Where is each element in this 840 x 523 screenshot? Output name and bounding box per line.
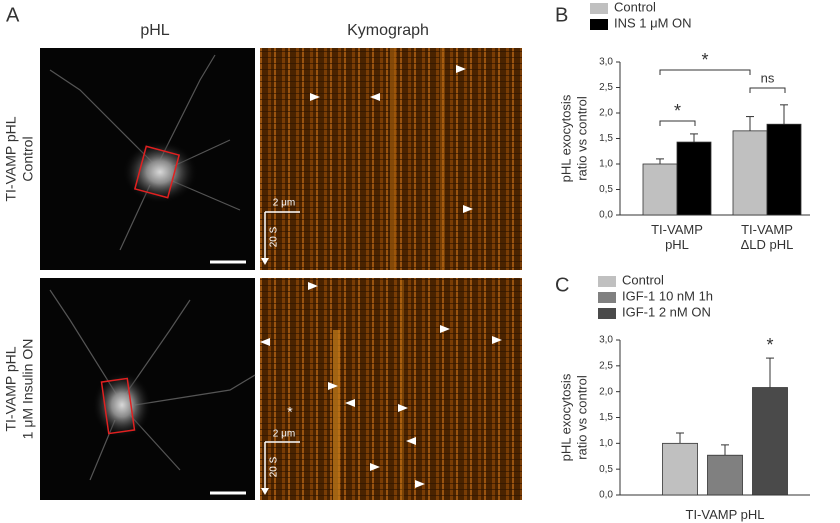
y-tick-label: 0,5 (599, 184, 613, 195)
y-axis-label: pHL exocytosis (558, 94, 573, 182)
y-tick-label: 2,5 (599, 82, 613, 93)
y-tick-label: 1,5 (599, 133, 613, 144)
legend-label: Control (614, 0, 656, 14)
x-tick-label: TI-VAMP pHL (685, 507, 765, 522)
significance-label: ns (761, 70, 775, 85)
y-tick-label: 1,0 (599, 159, 613, 170)
bar (707, 454, 743, 496)
significance-bracket (659, 120, 696, 126)
row-label: TI-VAMP pHL (3, 116, 19, 201)
legend-label: INS 1 μM ON (614, 15, 692, 30)
kymograph (260, 48, 522, 270)
row-label: 1 μM Insulin ON (20, 339, 36, 440)
panel-letter: B (555, 4, 568, 26)
y-tick-label: 3,0 (599, 57, 613, 68)
bar (752, 387, 788, 496)
y-tick-label: 0,5 (599, 464, 613, 475)
bar (642, 163, 678, 216)
scale-label: 2 μm (273, 198, 295, 209)
y-tick-label: 3,0 (599, 335, 613, 346)
y-tick-label: 2,0 (599, 108, 613, 119)
legend-label: Control (622, 272, 664, 287)
significance-bracket (659, 69, 751, 75)
significance-label: * (701, 50, 708, 70)
panel-letter: A (6, 4, 20, 26)
y-tick-label: 1,0 (599, 438, 613, 449)
bar (732, 130, 768, 216)
micrograph (40, 278, 256, 500)
row-label: Control (20, 136, 36, 181)
scale-label: 20 S (269, 456, 280, 477)
bar (676, 141, 712, 216)
column-title: pHL (140, 22, 169, 39)
y-axis-label: ratio vs control (574, 375, 589, 460)
y-tick-label: 2,5 (599, 360, 613, 371)
significance-label: * (674, 101, 681, 121)
marker: * (287, 404, 293, 420)
legend-swatch (598, 276, 616, 287)
x-tick-label: TI-VAMP pHL (651, 222, 703, 252)
y-axis-label: pHL exocytosis (558, 373, 573, 461)
y-tick-label: 1,5 (599, 412, 613, 423)
legend-swatch (598, 292, 616, 303)
bar (766, 123, 802, 216)
legend-label: IGF-1 10 nM 1h (622, 288, 713, 303)
y-axis-label: ratio vs control (574, 96, 589, 181)
scale-label: 2 μm (273, 429, 295, 440)
y-tick-label: 2,0 (599, 386, 613, 397)
x-tick-label: TI-VAMP ΔLD pHL (740, 222, 794, 252)
y-tick-label: 0,0 (599, 490, 613, 501)
panel-letter: C (555, 274, 569, 296)
legend-swatch (598, 308, 616, 319)
kymograph (260, 278, 522, 500)
legend-label: IGF-1 2 nM ON (622, 304, 711, 319)
bar (662, 442, 698, 496)
significance-bracket (749, 87, 786, 93)
legend-swatch (590, 19, 608, 30)
scale-label: 20 S (269, 226, 280, 247)
y-tick-label: 0,0 (599, 210, 613, 221)
row-label: TI-VAMP pHL (3, 346, 19, 431)
column-title: Kymograph (347, 22, 429, 39)
significance-label: * (766, 335, 773, 355)
micrograph (40, 48, 255, 270)
legend-swatch (590, 3, 608, 14)
